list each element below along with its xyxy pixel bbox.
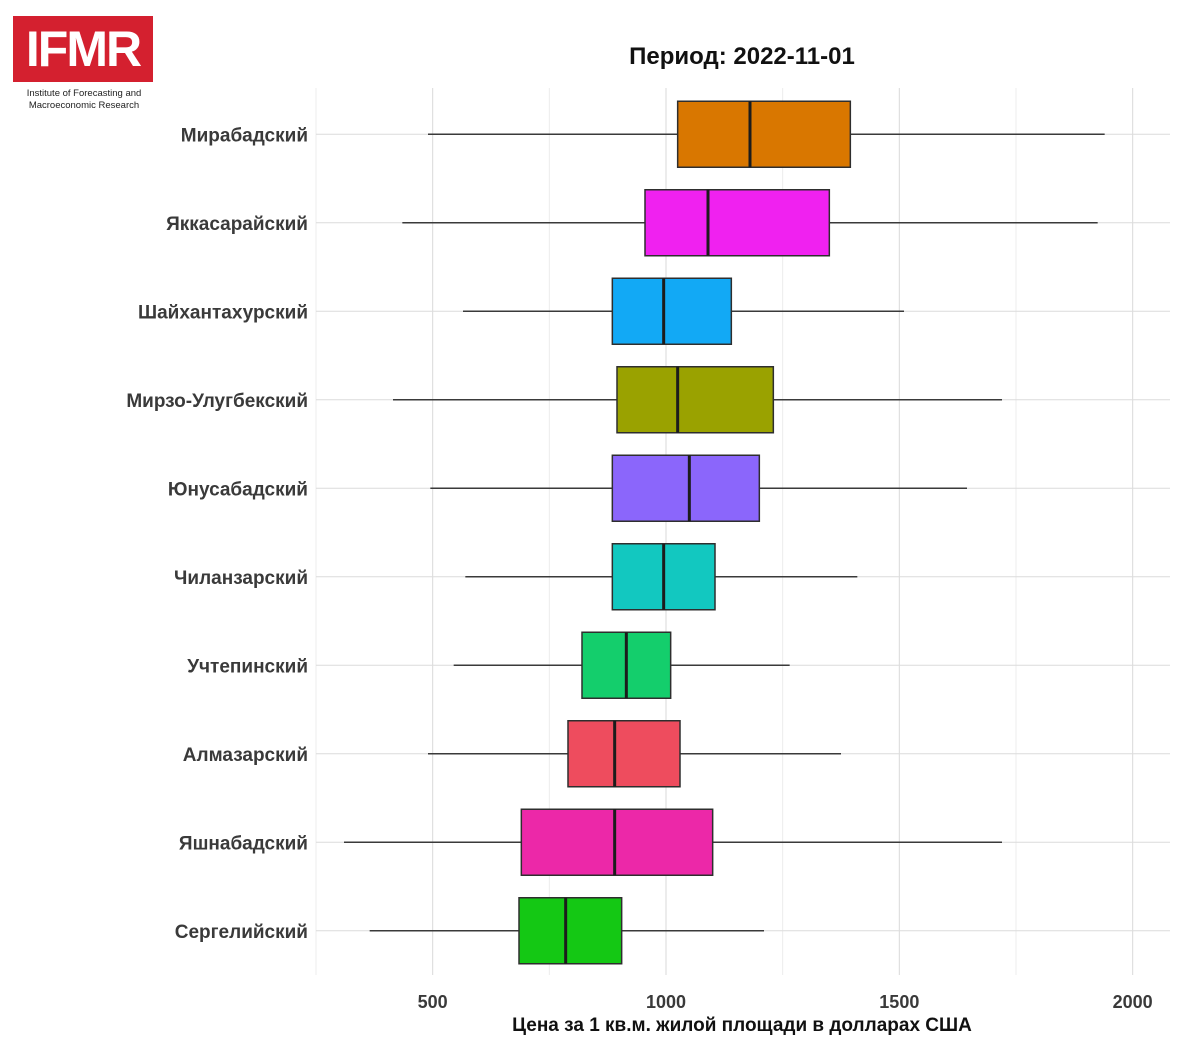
x-tick-label: 1500 [879, 992, 919, 1012]
y-tick-label: Шайхантахурский [138, 302, 308, 323]
box-series [344, 100, 1105, 965]
y-tick-label: Учтепинский [187, 656, 308, 677]
ifmr-logo: IFMR Institute of Forecasting and Macroe… [13, 16, 155, 112]
iqr-box [611, 277, 733, 345]
y-tick-label: Яшнабадский [179, 833, 308, 854]
logo-caption-line2: Macroeconomic Research [28, 100, 140, 111]
x-tick-label: 500 [418, 992, 448, 1012]
iqr-box [611, 454, 761, 522]
y-axis-labels: Мирабадский Яккасарайский Шайхантахурский М… [126, 125, 308, 943]
iqr-box [518, 897, 623, 965]
logo-caption: Institute of Forecasting and Macroeconom… [13, 88, 155, 112]
box-5 [430, 454, 967, 522]
y-tick-label: Чиланзарский [174, 568, 308, 589]
x-tick-label: 1000 [646, 992, 686, 1012]
box-9 [344, 808, 1002, 876]
box-4 [393, 366, 1002, 434]
y-tick-label: Сергелийский [175, 922, 308, 943]
iqr-box [616, 366, 775, 434]
box-1 [428, 100, 1105, 168]
chart-title: Период: 2022-11-01 [629, 43, 855, 70]
logo-badge: IFMR [13, 16, 153, 82]
box-6 [465, 543, 858, 611]
box-3 [463, 277, 904, 345]
box-8 [428, 720, 841, 788]
iqr-box [676, 100, 852, 168]
y-tick-label: Мирзо-Улугбекский [126, 391, 308, 412]
x-axis-title: Цена за 1 кв.м. жилой площади в долларах… [512, 1015, 972, 1036]
box-2 [402, 189, 1098, 257]
y-tick-label: Мирабадский [181, 125, 308, 146]
x-tick-label: 2000 [1113, 992, 1153, 1012]
y-tick-label: Алмазарский [183, 745, 308, 766]
iqr-box [567, 720, 681, 788]
box-7 [453, 631, 790, 699]
box-10 [369, 897, 764, 965]
iqr-box [644, 189, 831, 257]
logo-text: IFMR [25, 21, 142, 77]
y-tick-label: Яккасарайский [166, 214, 308, 235]
y-tick-label: Юнусабадский [168, 479, 308, 500]
iqr-box [520, 808, 714, 876]
logo-caption-line1: Institute of Forecasting and [26, 88, 142, 99]
x-axis-labels: 500 1000 1500 2000 [418, 992, 1153, 1012]
